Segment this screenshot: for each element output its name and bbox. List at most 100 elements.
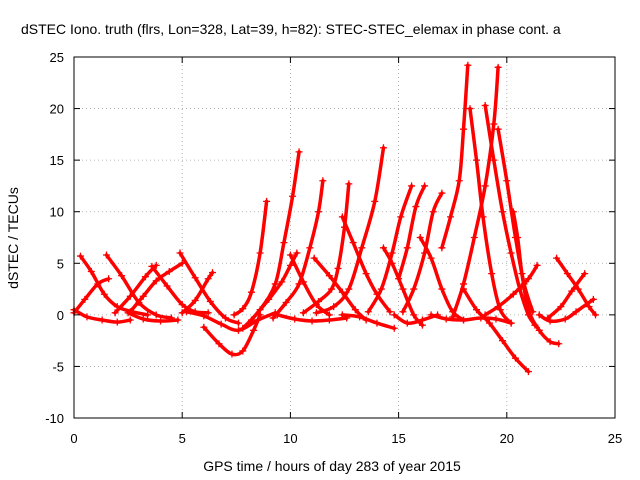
data-point-marker: [191, 274, 199, 282]
data-point-marker: [234, 326, 242, 334]
data-point-marker: [388, 249, 396, 257]
data-point-marker: [561, 315, 569, 323]
data-point-marker: [390, 311, 398, 319]
chart-title: dSTEC Iono. truth (flrs, Lon=328, Lat=39…: [21, 21, 561, 37]
data-point-marker: [416, 234, 424, 241]
data-point-marker: [319, 177, 327, 185]
data-point-marker: [470, 234, 478, 241]
data-point-marker: [377, 285, 385, 293]
data-point-marker: [204, 309, 212, 317]
x-tick-label: 10: [283, 431, 297, 446]
data-point-marker: [429, 208, 437, 216]
data-series: [364, 182, 416, 316]
data-point-marker: [494, 63, 502, 71]
data-series: [553, 254, 600, 319]
y-tick-label: 15: [50, 153, 64, 168]
data-point-marker: [200, 312, 208, 320]
data-series: [273, 311, 351, 325]
series-line: [511, 209, 561, 346]
data-point-marker: [278, 278, 286, 286]
data-point-marker: [148, 262, 156, 270]
data-point-marker: [191, 296, 199, 304]
data-point-marker: [574, 285, 582, 293]
data-point-marker: [152, 277, 160, 285]
data-point-marker: [557, 303, 565, 311]
data-series: [438, 61, 472, 252]
data-point-marker: [460, 316, 468, 324]
y-tick-label: 20: [50, 102, 64, 117]
data-point-marker: [239, 347, 247, 355]
series-line: [450, 65, 500, 319]
data-point-marker: [364, 308, 372, 316]
series-line: [396, 184, 427, 281]
series-line: [72, 277, 111, 315]
data-series: [230, 197, 271, 319]
data-point-marker: [498, 337, 506, 345]
y-tick-label: 5: [57, 256, 64, 271]
data-series: [481, 261, 541, 319]
data-point-marker: [76, 252, 84, 260]
series-line: [180, 270, 215, 315]
series-line: [202, 313, 262, 357]
data-point-marker: [466, 105, 474, 113]
y-tick-label: 25: [50, 50, 64, 65]
x-tick-label: 15: [391, 431, 405, 446]
data-point-marker: [286, 261, 294, 269]
data-point-marker: [208, 269, 216, 277]
data-point-marker: [315, 208, 323, 216]
series-line: [271, 179, 325, 320]
data-point-marker: [379, 144, 387, 152]
data-point-marker: [269, 314, 277, 322]
data-point-marker: [373, 319, 381, 327]
data-series: [460, 285, 532, 376]
data-point-marker: [286, 251, 294, 259]
data-point-marker: [379, 244, 387, 252]
data-point-marker: [100, 290, 108, 298]
data-point-marker: [289, 192, 297, 200]
data-point-marker: [460, 125, 468, 133]
data-point-marker: [330, 303, 338, 311]
data-point-marker: [139, 315, 147, 323]
series-line: [340, 313, 397, 331]
data-point-marker: [511, 354, 519, 362]
data-point-marker: [390, 324, 398, 332]
data-point-marker: [388, 259, 396, 267]
data-point-marker: [356, 313, 364, 321]
data-point-marker: [358, 244, 366, 252]
x-tick-label: 0: [70, 431, 77, 446]
data-point-marker: [544, 314, 552, 322]
data-point-marker: [126, 316, 134, 324]
plot-frame: [73, 56, 616, 419]
y-tick-label: 10: [50, 205, 64, 220]
series-line: [150, 264, 210, 315]
data-point-marker: [263, 197, 271, 205]
y-tick-label: -10: [45, 411, 64, 426]
data-point-marker: [295, 280, 303, 288]
data-point-marker: [418, 316, 426, 324]
data-series: [338, 311, 398, 332]
data-point-marker: [410, 285, 418, 293]
data-point-marker: [514, 234, 522, 241]
data-point-marker: [163, 282, 171, 290]
data-point-marker: [427, 311, 435, 319]
data-point-marker: [488, 270, 496, 278]
data-series: [176, 249, 242, 327]
data-point-marker: [338, 213, 346, 221]
data-point-marker: [334, 264, 342, 272]
data-point-marker: [503, 177, 511, 185]
data-point-marker: [473, 156, 481, 164]
series-line: [468, 106, 513, 325]
data-point-marker: [256, 249, 264, 257]
data-series: [124, 309, 182, 325]
data-point-marker: [178, 309, 186, 317]
y-axis-label: dSTEC / TECUs: [5, 187, 21, 289]
series-layer: [70, 61, 600, 376]
data-point-marker: [228, 350, 236, 358]
data-series: [509, 208, 563, 348]
data-point-marker: [250, 326, 258, 334]
data-point-marker: [535, 326, 543, 334]
data-series: [269, 177, 327, 322]
data-point-marker: [310, 254, 318, 262]
data-point-marker: [349, 239, 357, 247]
